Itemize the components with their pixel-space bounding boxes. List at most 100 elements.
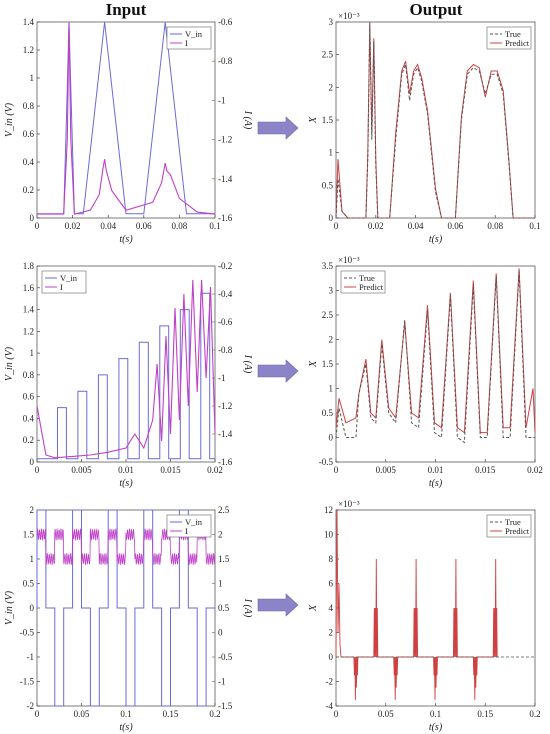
y-tick-label: 0.5 [322,408,334,418]
y-tick-label: 1 [30,348,35,358]
y-tick-label: 0.6 [23,392,35,402]
x-tick-label: 0.04 [408,221,424,231]
x-tick-label: 0.2 [209,709,220,719]
x-tick-label: 0 [334,709,339,719]
input-chart-3: 0 0.05 0.1 0.15 0.2 -2 -1.5 -1 -0.5 0 0.5 1 1.5 2 -1.5… [4,505,253,733]
y-axis-label: V_in (V) [4,590,15,625]
y2-tick-label: 0 [218,628,223,638]
x-tick-label: 0.005 [376,465,397,475]
y2-tick-label: -1.6 [218,457,233,467]
axis-exponent: ×10⁻³ [338,255,360,265]
y2-tick-label: -0.4 [218,289,233,299]
arrow-icon [257,359,299,383]
y-tick-label: 10 [324,530,334,540]
y-tick-label: 1.4 [23,17,35,27]
y-tick-label: 2 [329,335,334,345]
y-tick-label: 1 [329,384,334,394]
y2-axis-label: I (A) [242,598,253,618]
y2-tick-label: -1 [218,677,226,687]
y2-tick-label: -1.4 [218,429,233,439]
y-tick-label: 0.8 [23,370,35,380]
y-tick-label: 0.2 [23,435,34,445]
arrow-shape [257,359,299,383]
y-tick-label: 0.4 [23,157,35,167]
y-tick-label: 0.5 [322,180,334,190]
x-tick-label: 0.015 [160,465,181,475]
y2-tick-label: 1.5 [218,554,230,564]
y2-tick-label: -1.5 [218,701,233,711]
y-tick-label: 2.5 [322,310,334,320]
x-tick-label: 0.04 [100,221,116,231]
y2-tick-label: -1 [218,95,226,105]
input-chart-2: 0 0.005 0.01 0.015 0.02 0 0.2 0.4 0.6 0.8 1 1.2 1.4 1… [4,261,253,489]
x-tick-label: 0.2 [529,709,540,719]
y-tick-label: 6 [329,579,334,589]
y-tick-label: 0 [329,433,334,443]
legend-label: V_in [60,273,78,283]
x-tick-label: 0.02 [207,465,223,475]
legend-label: V_in [185,517,203,527]
x-tick-label: 0.02 [527,465,543,475]
y-tick-label: 2 [329,82,334,92]
plot-frame [36,265,216,463]
y2-tick-label: -0.5 [218,652,233,662]
y-tick-label: -2 [326,677,334,687]
legend-label: I [185,38,188,48]
y-tick-label: 0 [30,603,35,613]
input-header: Input [106,0,147,19]
x-tick-label: 0.01 [428,465,444,475]
x-tick-label: 0 [334,465,339,475]
y2-tick-label: 2.5 [218,505,230,515]
plot-frame [36,21,216,219]
y-axis-label: X [308,604,319,612]
output-header: Output [410,0,463,19]
y2-tick-label: 0.5 [218,603,230,613]
y-tick-label: 1 [329,148,334,158]
y2-tick-label: -1.4 [218,174,233,184]
y-tick-label: 0.2 [23,185,34,195]
y-tick-label: 4 [329,603,334,613]
y-tick-label: 1.8 [23,261,35,271]
x-tick-label: 0 [35,221,40,231]
x-axis-label: t(s) [119,234,133,245]
vin-series-line [37,292,215,460]
x-axis-label: t(s) [429,722,443,733]
y-tick-label: 0 [30,457,35,467]
x-tick-label: 0.05 [74,709,90,719]
legend-label: I [185,526,188,536]
legend-label: True [505,29,521,39]
output-chart-2: 0 0.005 0.01 0.015 0.02-0.500.511.522.533.5t… [308,255,543,489]
predict-series-line [335,509,498,700]
vin-series-line [36,509,215,707]
x-tick-label: 0.15 [477,709,493,719]
y-axis-label: X [308,360,319,368]
y-tick-label: 1.5 [322,359,334,369]
output-chart-3: 0 0.05 0.1 0.15 0.2 -4 -2 0 2 4 6 8 10 12 t(s) X ×10⁻³ Tr… [308,499,541,733]
axis-exponent: ×10⁻³ [338,11,360,21]
y2-tick-label: -1.6 [218,213,233,223]
y-tick-label: 1.4 [23,305,35,315]
y-tick-label: -1 [27,652,35,662]
legend-label: True [359,273,375,283]
y-tick-label: 1.5 [322,115,334,125]
y2-tick-label: 2 [218,530,223,540]
y-axis-label: V_in (V) [4,102,15,137]
x-tick-label: 0.08 [487,221,503,231]
y-tick-label: 1.2 [23,326,34,336]
y-tick-label: 2 [30,505,35,515]
y-tick-label: 0 [30,213,35,223]
x-tick-label: 0.06 [448,221,464,231]
y2-tick-label: -1.2 [218,401,232,411]
y-tick-label: 1 [30,554,35,564]
y-tick-label: 1.5 [23,530,35,540]
y2-tick-label: -0.6 [218,317,233,327]
x-axis-label: t(s) [119,478,133,489]
x-tick-label: 0.1 [209,221,220,231]
legend-label: I [60,282,63,292]
y-tick-label: 2 [329,628,334,638]
y-tick-label: 12 [324,505,333,515]
legend-label: Predict [505,38,530,48]
y2-tick-label: -1 [218,373,226,383]
y2-tick-label: -0.2 [218,261,232,271]
